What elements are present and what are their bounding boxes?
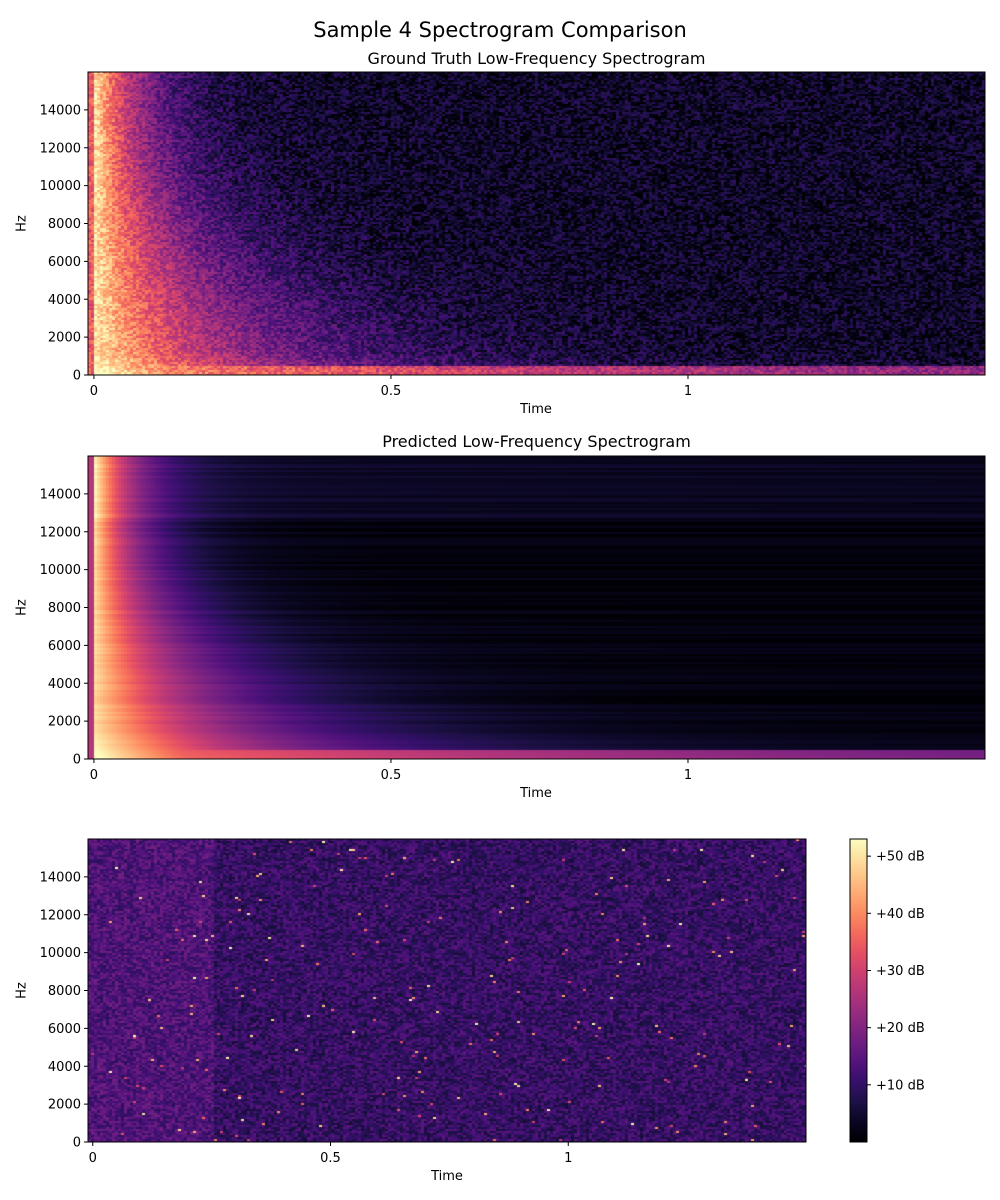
panel-3-ytick-label: 4000 [48,1060,81,1075]
panel-1-ytick-label: 12000 [40,141,81,156]
panel-2-xtick-label: 1 [684,768,692,783]
panel-2-ytick-label: 4000 [48,677,81,692]
panel-3-ytick-label: 0 [73,1136,81,1151]
panel-1-xtick-label: 0.5 [381,384,402,399]
panel-3-xtick-label: 0.5 [320,1151,341,1166]
colorbar-frame [849,838,868,1143]
panel-2-ytick-label: 10000 [40,563,81,578]
panel-3-xlabel: Time [431,1169,463,1184]
panel-2-ytick-label: 12000 [40,525,81,540]
panel-1-heatmap [88,72,985,375]
panel-1-ytick-label: 8000 [48,217,81,232]
panel-3-heatmap [88,839,806,1142]
panel-2-xtick-label: 0 [90,768,98,783]
panel-1-frame [87,71,986,376]
panel-2-ytick-label: 2000 [48,715,81,730]
panel-1-xtick-label: 0 [90,384,98,399]
figure-suptitle: Sample 4 Spectrogram Comparison [313,18,687,42]
colorbar-tick-label: +10 dB [876,1078,925,1093]
panel-1-ytick-label: 10000 [40,179,81,194]
panel-3-ytick-label: 6000 [48,1022,81,1037]
panel-2-heatmap [88,456,985,759]
panel-1-ytick-label: 0 [73,369,81,384]
panel-1-title: Ground Truth Low-Frequency Spectrogram [367,49,706,68]
panel-1-xtick-label: 1 [684,384,692,399]
panel-2-ytick-label: 14000 [40,487,81,502]
panel-3-ytick-label: 10000 [40,946,81,961]
panel-3-ytick-label: 8000 [48,984,81,999]
panel-2-ytick-label: 6000 [48,639,81,654]
panel-2-xlabel: Time [520,786,552,801]
panel-2-ytick-label: 8000 [48,601,81,616]
panel-2-xtick-label: 0.5 [381,768,402,783]
colorbar-tick-label: +40 dB [876,907,925,922]
colorbar [850,839,867,1142]
colorbar-tick-label: +30 dB [876,964,925,979]
panel-1-ytick-label: 4000 [48,293,81,308]
panel-1-ytick-label: 6000 [48,255,81,270]
panel-3-xtick-label: 1 [564,1151,572,1166]
panel-3-ytick-label: 12000 [40,908,81,923]
colorbar-tick-label: +50 dB [876,850,925,865]
panel-3-xtick-label: 0 [89,1151,97,1166]
panel-2-title: Predicted Low-Frequency Spectrogram [382,432,691,451]
panel-1-ytick-label: 14000 [40,103,81,118]
panel-3-frame [87,838,807,1143]
colorbar-tick-label: +20 dB [876,1021,925,1036]
panel-3-ytick-label: 2000 [48,1098,81,1113]
panel-2-ytick-label: 0 [73,753,81,768]
panel-1-ytick-label: 2000 [48,331,81,346]
panel-2-frame [87,455,986,760]
panel-1-xlabel: Time [520,402,552,417]
panel-3-ytick-label: 14000 [40,870,81,885]
